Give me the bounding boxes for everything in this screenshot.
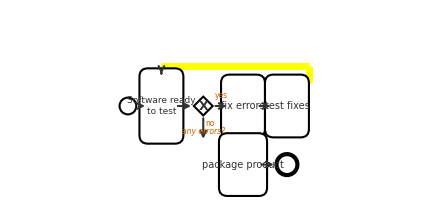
Text: Software ready
to test: Software ready to test bbox=[127, 96, 196, 116]
Text: fix errors: fix errors bbox=[221, 101, 265, 111]
Text: no: no bbox=[205, 119, 215, 128]
FancyBboxPatch shape bbox=[221, 75, 265, 137]
Text: package product: package product bbox=[202, 160, 284, 170]
Text: X: X bbox=[198, 99, 208, 113]
FancyBboxPatch shape bbox=[219, 133, 267, 196]
Text: test fixes: test fixes bbox=[264, 101, 309, 111]
Text: any errors?: any errors? bbox=[182, 127, 225, 136]
Text: yes: yes bbox=[215, 91, 228, 100]
FancyBboxPatch shape bbox=[139, 68, 183, 144]
Circle shape bbox=[120, 98, 136, 114]
Polygon shape bbox=[194, 97, 213, 115]
FancyBboxPatch shape bbox=[265, 75, 309, 137]
Circle shape bbox=[276, 154, 297, 175]
